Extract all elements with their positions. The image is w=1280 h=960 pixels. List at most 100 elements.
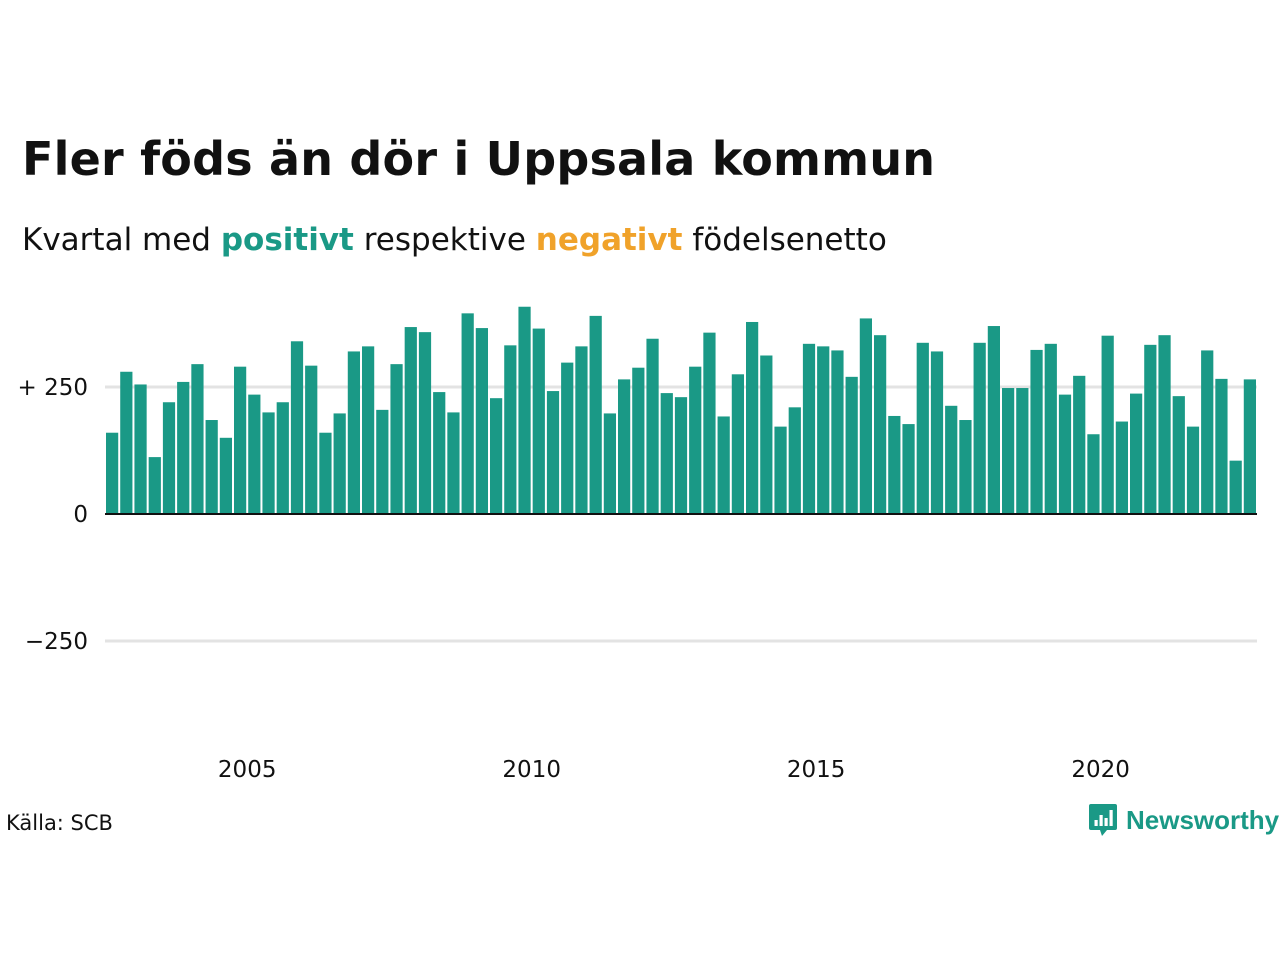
bar	[262, 412, 275, 514]
bar	[1229, 460, 1242, 514]
bar	[674, 397, 688, 514]
bar	[290, 341, 304, 514]
y-tick-label: + 250	[18, 375, 88, 401]
bar	[1130, 393, 1143, 514]
bar	[618, 379, 631, 514]
subtitle-positive-word: positivt	[220, 222, 354, 258]
bar	[219, 437, 232, 514]
bar	[333, 413, 346, 514]
bar	[120, 371, 133, 514]
bar	[973, 342, 986, 514]
bar	[1002, 388, 1015, 514]
bar	[987, 326, 1000, 514]
y-tick-label: 0	[73, 502, 88, 528]
bar	[546, 391, 560, 514]
bar	[859, 318, 872, 514]
bar	[376, 409, 389, 514]
bar	[760, 355, 773, 514]
bar	[888, 415, 901, 514]
bar	[717, 416, 730, 514]
bar	[802, 343, 816, 514]
bar	[106, 432, 119, 514]
bar	[518, 306, 531, 514]
bar	[1073, 375, 1086, 514]
bar	[874, 335, 887, 514]
bar	[1101, 335, 1114, 514]
bar	[845, 376, 858, 514]
bar	[1030, 349, 1043, 514]
bar	[532, 328, 545, 514]
x-tick-label: 2015	[787, 757, 846, 783]
bar	[916, 342, 929, 514]
subtitle-suffix: födelsenetto	[682, 222, 887, 258]
bar	[1016, 388, 1029, 514]
bar	[134, 384, 147, 514]
bar	[1144, 344, 1157, 514]
bar	[504, 345, 517, 514]
source-label: Källa: SCB	[6, 811, 113, 835]
y-tick-label: −250	[25, 629, 88, 655]
bar	[319, 432, 332, 514]
bar	[561, 362, 574, 514]
bar	[1215, 378, 1228, 514]
bar	[632, 367, 645, 514]
bar	[177, 381, 190, 514]
bar	[148, 457, 161, 514]
bar	[162, 402, 176, 514]
bar	[191, 364, 204, 514]
bar	[660, 393, 673, 514]
bar	[774, 426, 787, 514]
logo-text: Newsworthy	[1126, 804, 1280, 835]
bar	[362, 346, 375, 514]
bar	[1115, 421, 1128, 514]
subtitle-middle: respektive	[353, 222, 536, 258]
bar	[1243, 379, 1256, 514]
bar	[433, 392, 446, 514]
chart-title: Fler föds än dör i Uppsala kommun	[22, 132, 936, 186]
bar	[788, 407, 801, 514]
bar	[404, 327, 417, 514]
bar	[490, 398, 503, 514]
bar	[746, 321, 759, 514]
bar	[1201, 350, 1214, 514]
x-tick-label: 2010	[502, 757, 561, 783]
bar	[603, 413, 616, 514]
bar	[1087, 434, 1100, 514]
bar	[205, 420, 218, 514]
x-tick-label: 2005	[218, 757, 277, 783]
bar	[689, 366, 702, 514]
subtitle-negative-word: negativt	[535, 222, 683, 258]
bar	[234, 366, 247, 514]
subtitle-prefix: Kvartal med	[22, 222, 221, 258]
bar	[1158, 335, 1171, 514]
bar	[248, 394, 261, 514]
bar	[902, 424, 915, 514]
newsworthy-chart-icon	[1089, 804, 1117, 836]
bar	[831, 350, 844, 514]
bar	[1044, 343, 1057, 514]
x-tick-label: 2020	[1071, 757, 1130, 783]
bar	[703, 332, 716, 514]
bar	[305, 365, 318, 514]
bar	[646, 338, 659, 514]
newsworthy-logo: Newsworthy	[1088, 802, 1279, 838]
bar	[390, 364, 403, 514]
bar	[575, 346, 588, 514]
bar	[589, 315, 602, 514]
bar	[447, 412, 460, 514]
bar	[347, 351, 360, 514]
bar	[817, 346, 830, 514]
bar	[959, 420, 972, 514]
bar	[418, 332, 432, 514]
bar	[930, 351, 944, 514]
bar	[945, 405, 958, 514]
bar	[1186, 426, 1200, 514]
bar	[731, 374, 744, 514]
bar	[276, 402, 289, 514]
chart-subtitle: Kvartal med positivt respektive negativt…	[22, 222, 887, 258]
bar	[461, 313, 474, 514]
bar	[1058, 394, 1072, 514]
bar	[475, 328, 488, 514]
bar	[1172, 396, 1185, 514]
